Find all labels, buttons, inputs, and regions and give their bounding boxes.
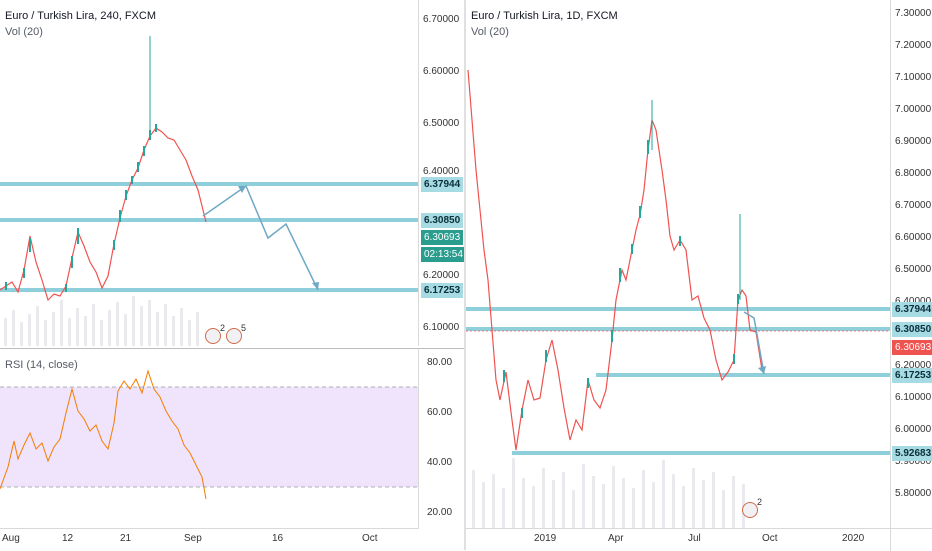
time-tick: Oct — [362, 533, 378, 544]
level-tag: 6.17253 — [892, 368, 932, 383]
price-tick: 6.40000 — [423, 166, 460, 177]
event-icon[interactable]: 2 — [742, 497, 762, 518]
rsi-tick: 60.00 — [427, 407, 453, 418]
bar-countdown: 02:13:54 — [421, 247, 466, 262]
left-volume-bars — [4, 296, 199, 346]
price-tick: 7.30000 — [895, 8, 932, 19]
left-price-pane[interactable]: Euro / Turkish Lira, 240, FXCM Vol (20) … — [0, 0, 418, 346]
time-tick: Aug — [2, 533, 20, 544]
price-tick: 6.20000 — [895, 360, 932, 371]
price-tick: 6.90000 — [895, 136, 932, 147]
event-icon[interactable]: 5 — [226, 323, 246, 344]
left-price-plot[interactable] — [0, 0, 418, 346]
right-price-pane[interactable]: Euro / Turkish Lira, 1D, FXCM Vol (20) 2 — [466, 0, 890, 528]
price-tick: 7.10000 — [895, 72, 932, 83]
price-tick: 7.20000 — [895, 40, 932, 51]
rsi-tick: 40.00 — [427, 457, 453, 468]
right-time-axis[interactable]: 2019 Apr Jul Oct 2020 — [466, 528, 890, 551]
time-tick: 16 — [272, 533, 284, 544]
price-tick: 6.60000 — [423, 66, 460, 77]
right-price-plot[interactable] — [466, 0, 890, 528]
right-chart-title: Euro / Turkish Lira, 1D, FXCM — [471, 10, 618, 22]
left-time-axis[interactable]: Aug 12 21 Sep 16 Oct — [0, 528, 418, 551]
price-tick: 6.70000 — [423, 14, 460, 25]
rsi-axis[interactable]: 80.00 60.00 40.00 20.00 — [418, 348, 465, 529]
price-tick: 5.80000 — [895, 488, 932, 499]
left-price-axis[interactable]: 6.70000 6.60000 6.50000 6.40000 6.20000 … — [418, 0, 466, 346]
rsi-tick: 20.00 — [427, 507, 453, 518]
current-price-tag: 6.30693 — [421, 230, 464, 245]
price-tick: 6.70000 — [895, 200, 932, 211]
time-tick: Sep — [184, 533, 202, 544]
time-tick: 2019 — [534, 533, 557, 544]
level-tag: 6.30850 — [892, 322, 932, 337]
right-price-axis[interactable]: 7.30000 7.20000 7.10000 7.00000 6.90000 … — [890, 0, 932, 528]
axis-corner — [890, 528, 932, 551]
rsi-tick: 80.00 — [427, 357, 453, 368]
time-tick: Apr — [608, 533, 624, 544]
price-tick: 6.40000 — [895, 296, 931, 307]
right-volume-bars — [472, 458, 745, 528]
time-tick: 12 — [62, 533, 74, 544]
time-tick: Oct — [762, 533, 778, 544]
right-volume-label: Vol (20) — [471, 26, 509, 38]
left-volume-label: Vol (20) — [5, 26, 43, 38]
time-tick: Jul — [688, 533, 701, 544]
event-icon[interactable]: 2 — [205, 323, 225, 344]
level-tag: 6.17253 — [421, 283, 464, 298]
rsi-pane[interactable]: RSI (14, close) — [0, 348, 418, 529]
price-tick: 6.10000 — [895, 392, 932, 403]
price-tick: 6.60000 — [895, 232, 932, 243]
left-chart-title: Euro / Turkish Lira, 240, FXCM — [5, 10, 156, 22]
time-tick: 2020 — [842, 533, 865, 544]
current-price-tag: 6.30693 — [892, 340, 932, 355]
level-tag: 5.92683 — [892, 446, 932, 461]
level-tag: 6.30850 — [421, 213, 464, 228]
rsi-label: RSI (14, close) — [5, 359, 78, 371]
price-tick: 7.00000 — [895, 104, 932, 115]
price-tick: 6.20000 — [423, 270, 460, 281]
level-tag: 6.37944 — [892, 302, 932, 317]
price-tick: 6.50000 — [895, 264, 932, 275]
rsi-plot[interactable] — [0, 349, 418, 529]
chart-divider — [464, 0, 466, 550]
left-candles — [5, 124, 157, 292]
level-tag: 6.37944 — [421, 177, 464, 192]
price-tick: 6.80000 — [895, 168, 932, 179]
price-tick: 5.90000 — [895, 456, 932, 467]
price-tick: 6.50000 — [423, 118, 460, 129]
right-candles — [503, 140, 739, 418]
time-tick: 21 — [120, 533, 132, 544]
price-tick: 6.10000 — [423, 322, 460, 333]
price-tick: 6.00000 — [895, 424, 932, 435]
